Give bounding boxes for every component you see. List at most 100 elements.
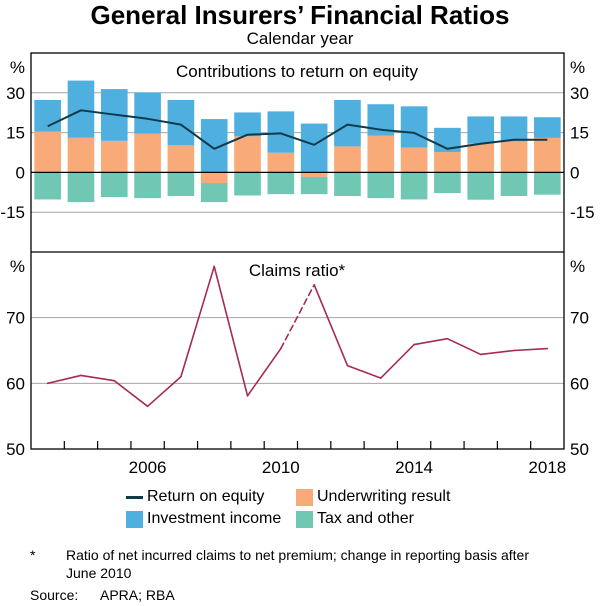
claims-segment-2015-2016	[446, 337, 482, 356]
bar-underwriting-result-2011	[300, 172, 328, 177]
bar-investment-income-2017	[500, 116, 528, 142]
source-label: Source:	[30, 587, 79, 603]
bar-underwriting-result-2013	[367, 135, 395, 173]
x-axis-ticks	[63, 441, 532, 449]
x-label-2014: 2014	[395, 458, 433, 477]
legend-swatch-investment-income	[126, 510, 143, 528]
bar-tax-and-other-2005	[100, 172, 128, 198]
top-panel-title: Contributions to return on equity	[176, 62, 418, 81]
legend: Return on equity Underwriting result Inv…	[126, 486, 450, 530]
claims-segment-2012-2013	[346, 364, 382, 379]
bar-tax-and-other-2004	[67, 172, 95, 203]
bar-underwriting-result-2004	[67, 137, 95, 173]
y-label-30-left: 30	[6, 84, 25, 103]
top-unit-label-left: %	[10, 58, 25, 77]
bottom-unit-label-left: %	[10, 257, 25, 276]
source-text: APRA; RBA	[100, 587, 175, 603]
legend-label: Investment income	[147, 510, 282, 527]
y-label-0-right: 0	[570, 163, 579, 182]
x-label-2006: 2006	[129, 458, 167, 477]
y-label-60-right: 60	[570, 374, 589, 393]
claims-ratio-line	[46, 265, 549, 408]
x-axis-labels: 2006 2010 2014 2018	[129, 458, 567, 477]
bar-investment-income-2016	[467, 116, 495, 144]
contribution-bars	[34, 80, 561, 203]
bar-tax-and-other-2010	[267, 172, 295, 195]
y-label-50-right: 50	[570, 440, 589, 459]
claims-segment-2013-2014	[379, 343, 415, 379]
bar-investment-income-2014	[400, 106, 428, 148]
bar-tax-and-other-2015	[434, 172, 461, 194]
bar-tax-and-other-2009	[234, 172, 261, 196]
legend-item-investment-income: Investment income	[126, 508, 296, 530]
y-label--15-right: -15	[570, 203, 595, 222]
claims-segment-2003-2004	[46, 374, 82, 385]
footnote-text: Ratio of net incurred claims to net prem…	[66, 547, 530, 581]
bar-underwriting-result-2017	[500, 141, 528, 173]
legend-label: Tax and other	[317, 510, 414, 527]
legend-label: Underwriting result	[317, 488, 451, 505]
claims-segment-2017-2018	[513, 347, 549, 352]
bar-tax-and-other-2006	[134, 172, 161, 199]
y-label-50-left: 50	[6, 440, 25, 459]
bar-underwriting-result-2008	[200, 172, 228, 184]
legend-item-return-on-equity: Return on equity	[126, 486, 296, 508]
bar-underwriting-result-2010	[267, 152, 295, 173]
bar-underwriting-result-2014	[400, 147, 428, 173]
footnote-mark: *	[30, 547, 36, 563]
bar-tax-and-other-2016	[467, 172, 495, 200]
bar-underwriting-result-2012	[334, 146, 361, 173]
top-unit-label-right: %	[570, 58, 585, 77]
roe-polyline	[47, 109, 548, 150]
claims-segment-2009-2010	[246, 347, 282, 397]
bar-tax-and-other-2007	[167, 172, 195, 197]
claims-segment-2006-2007	[146, 375, 182, 408]
bar-investment-income-2006	[134, 92, 161, 134]
bar-underwriting-result-2009	[234, 136, 261, 173]
bottom-panel-title: Claims ratio*	[249, 261, 346, 280]
y-label-30-right: 30	[570, 84, 589, 103]
bar-tax-and-other-2008	[200, 183, 228, 203]
bottom-unit-label-right: %	[570, 257, 585, 276]
bar-tax-and-other-2012	[334, 172, 361, 197]
bar-tax-and-other-2011	[300, 176, 328, 195]
y-label-0-left: 0	[16, 163, 25, 182]
claims-segment-2005-2006	[113, 379, 149, 408]
chart-notes: * Ratio of net incurred claims to net pr…	[30, 546, 590, 604]
x-label-2018: 2018	[528, 458, 566, 477]
claims-segment-2010-2011	[280, 284, 315, 350]
bar-investment-income-2018	[534, 117, 561, 138]
claims-segment-2016-2017	[479, 349, 515, 356]
claims-segment-2014-2015	[413, 337, 449, 346]
bar-tax-and-other-2003	[34, 172, 61, 200]
bar-underwriting-result-2018	[534, 137, 561, 173]
bar-investment-income-2009	[234, 112, 261, 137]
bar-tax-and-other-2013	[367, 172, 395, 199]
claims-segment-2007-2008	[180, 265, 216, 378]
legend-swatch-tax-and-other	[296, 510, 313, 528]
claims-segment-2008-2009	[213, 265, 249, 397]
bar-underwriting-result-2005	[100, 140, 128, 173]
legend-item-underwriting-result: Underwriting result	[296, 486, 450, 508]
chart-title: General Insurers’ Financial Ratios	[90, 0, 510, 30]
legend-swatch-return-on-equity	[126, 495, 143, 499]
bar-underwriting-result-2006	[134, 133, 161, 173]
y-label-60-left: 60	[6, 374, 25, 393]
y-axis-labels: % % 30 30 15 15 0 0 -15 -15% % 70 70 60 60 50 50	[0, 58, 594, 459]
return-on-equity-line	[47, 109, 548, 150]
bar-underwriting-result-2015	[434, 151, 461, 173]
bottom-panel-gridlines	[31, 317, 564, 384]
claims-segment-2011-2012	[313, 284, 349, 367]
bar-investment-income-2004	[67, 80, 95, 138]
legend-label: Return on equity	[147, 488, 265, 505]
legend-item-tax-and-other: Tax and other	[296, 508, 414, 530]
y-label--15-left: -15	[0, 203, 25, 222]
bar-tax-and-other-2017	[500, 172, 528, 197]
legend-swatch-underwriting-result	[296, 488, 313, 506]
y-label-70-right: 70	[570, 309, 589, 328]
y-label-15-right: 15	[570, 124, 589, 143]
bar-tax-and-other-2014	[400, 172, 428, 200]
y-label-70-left: 70	[6, 309, 25, 328]
bar-investment-income-2010	[267, 111, 295, 153]
